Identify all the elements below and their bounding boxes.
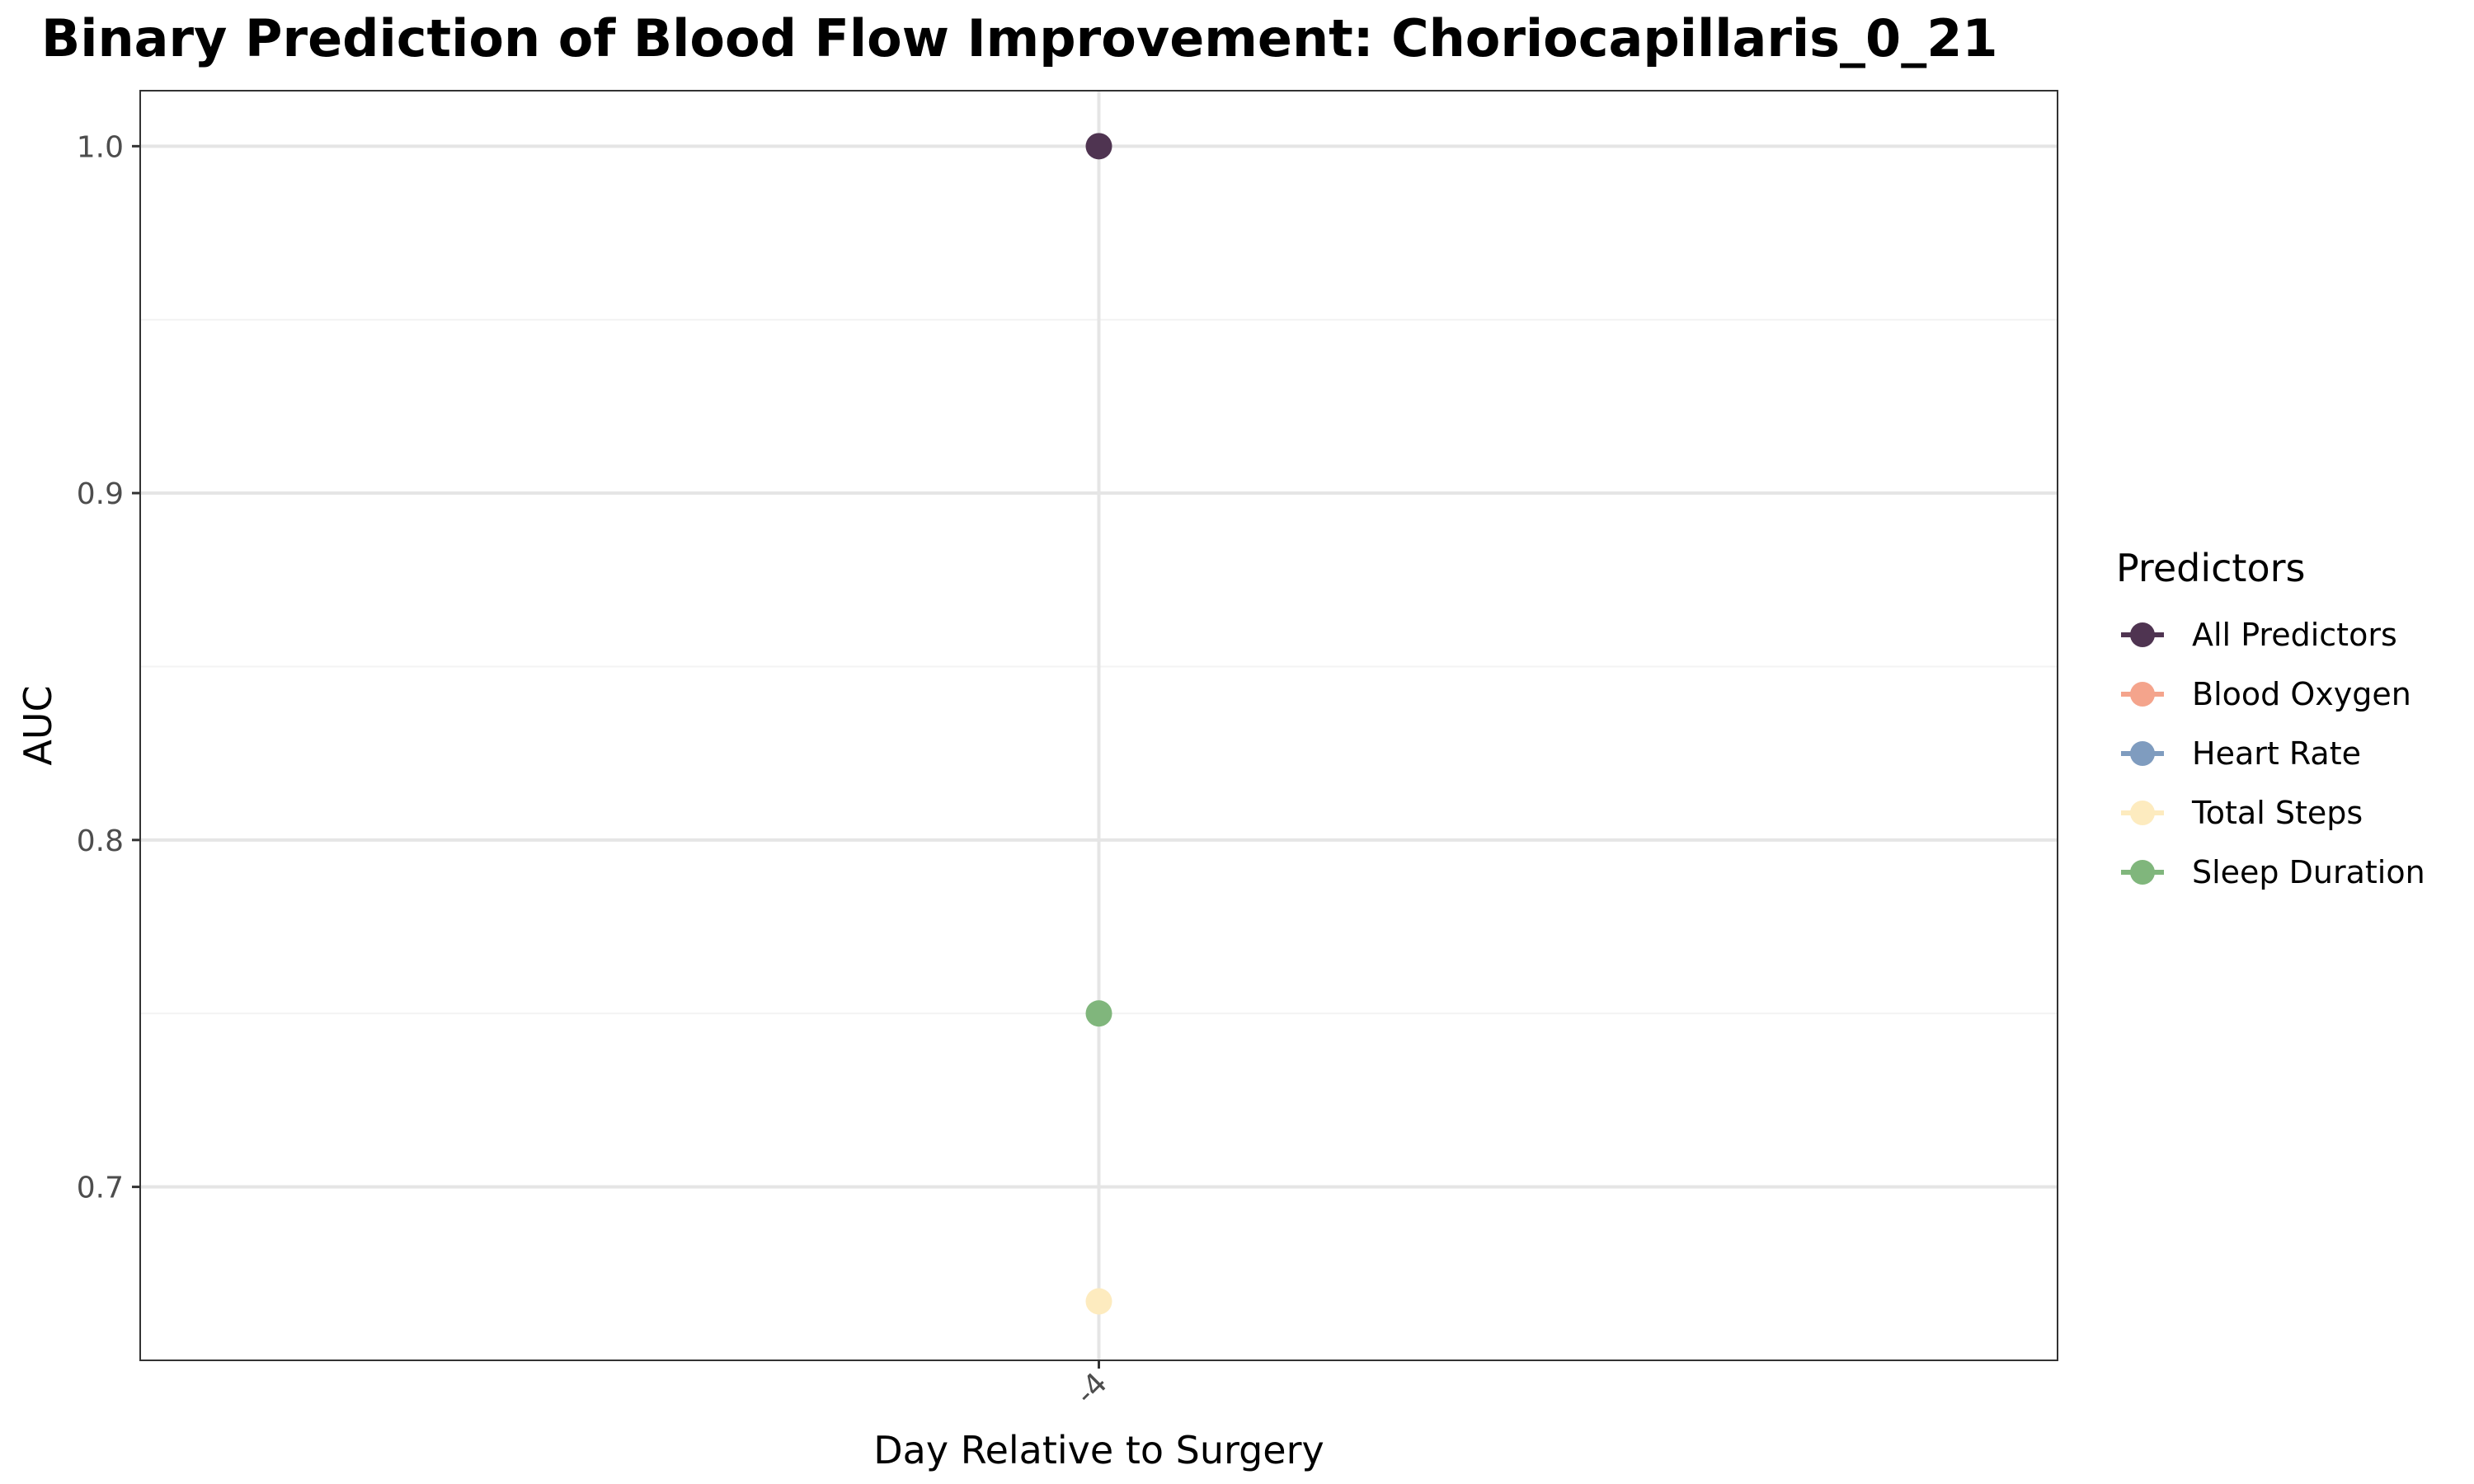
legend-label: Sleep Duration bbox=[2192, 854, 2425, 890]
data-points bbox=[1085, 133, 1112, 1315]
y-tick-label: 0.7 bbox=[77, 1172, 124, 1205]
gridlines bbox=[140, 91, 2058, 1360]
y-tick-label: 1.0 bbox=[77, 130, 124, 164]
y-axis: 0.7 0.8 0.9 1.0 bbox=[77, 130, 140, 1205]
data-point-sleep-duration bbox=[1085, 1000, 1112, 1027]
legend-title: Predictors bbox=[2116, 546, 2305, 590]
legend-items: All Predictors Blood Oxygen Heart Rate Tota… bbox=[2121, 617, 2425, 890]
legend-swatch-dot bbox=[2130, 741, 2155, 766]
y-tick-label: 0.9 bbox=[77, 477, 124, 511]
legend-swatch-dot bbox=[2130, 801, 2155, 825]
legend: Predictors All Predictors Blood Oxygen Hea… bbox=[2116, 546, 2425, 890]
y-tick-label: 0.8 bbox=[77, 824, 124, 858]
legend-swatch-dot bbox=[2130, 860, 2155, 885]
legend-label: Heart Rate bbox=[2192, 735, 2361, 772]
x-axis-title: Day Relative to Surgery bbox=[873, 1428, 1324, 1472]
legend-swatch-dot bbox=[2130, 682, 2155, 707]
y-axis-title: AUC bbox=[16, 685, 60, 765]
chart-title: Binary Prediction of Blood Flow Improvem… bbox=[41, 8, 1997, 68]
legend-swatch-dot bbox=[2130, 622, 2155, 647]
data-point-all-predictors bbox=[1085, 133, 1112, 160]
x-tick-label: -4 bbox=[1069, 1366, 1113, 1411]
legend-label: All Predictors bbox=[2192, 617, 2397, 653]
legend-label: Total Steps bbox=[2191, 795, 2363, 831]
data-point-total-steps bbox=[1085, 1288, 1112, 1315]
legend-label: Blood Oxygen bbox=[2192, 676, 2411, 712]
x-axis: -4 bbox=[1069, 1360, 1114, 1411]
